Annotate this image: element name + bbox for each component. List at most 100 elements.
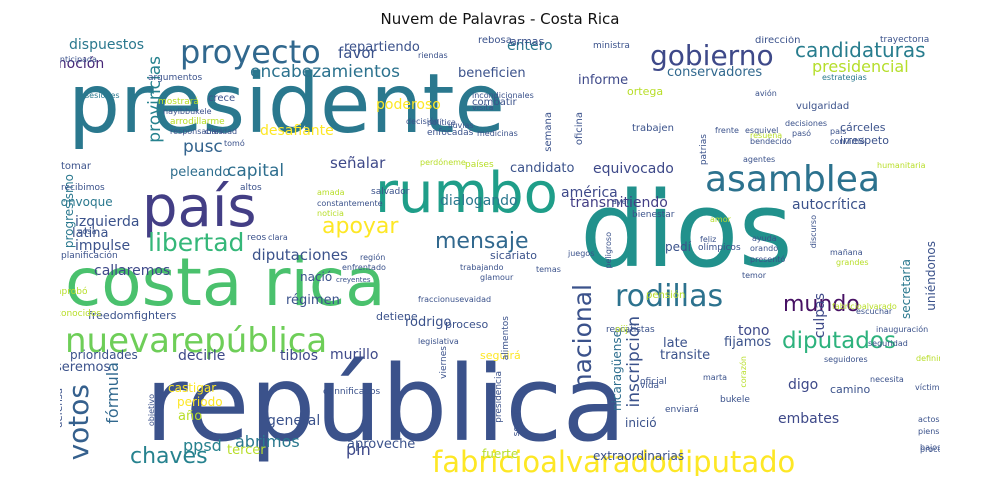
- word-proceso: proceso: [445, 318, 489, 331]
- word-argumentos: argumentos: [148, 73, 203, 83]
- word-temor: temor: [742, 271, 767, 280]
- word-presento: presentó: [750, 255, 786, 264]
- word-altos: altos: [240, 183, 262, 193]
- word-fabricioalvarado: fabricioalvarado: [832, 302, 897, 311]
- word-paso: pasó: [792, 129, 812, 138]
- word-trayectoria: trayectoria: [880, 36, 930, 45]
- word-embates: embates: [778, 411, 840, 427]
- word-tomo: tomó: [224, 139, 245, 148]
- word-chaves: chaves: [130, 444, 208, 469]
- word-fijamos: fijamos: [724, 335, 772, 350]
- word-libertad: libertad: [148, 228, 245, 257]
- word-votos: votos: [62, 384, 95, 461]
- word-corazon: corazón: [739, 356, 748, 388]
- word-latina: latina: [72, 226, 109, 241]
- word-oficina: oficina: [574, 112, 585, 146]
- word-vulgaridad: vulgaridad: [796, 101, 850, 112]
- word-presidencial: presidencial: [812, 57, 909, 76]
- word-detiene: detiene: [376, 310, 418, 323]
- word-necesita: necesita: [870, 375, 904, 384]
- word-freedomfighters: freedomfighters: [88, 309, 177, 322]
- word-convoque: convoque: [60, 195, 113, 209]
- word-equivocado: equivocado: [593, 161, 674, 177]
- word-amada: amada: [317, 188, 345, 197]
- word-inauguracion: inauguración: [876, 325, 929, 334]
- word-constantemente: constantemente: [317, 199, 383, 208]
- word-juegos: juegos: [568, 249, 595, 258]
- word-seguridad: seguridad: [868, 339, 908, 348]
- word-objetivo: objetivo: [147, 394, 156, 427]
- word-secretaria: secretaría: [899, 259, 913, 319]
- word-escuchar: escuchar: [856, 307, 893, 316]
- word-late: late: [663, 336, 688, 351]
- word-pln: pln: [346, 440, 371, 459]
- word-rodrigo: rodrigo: [405, 315, 452, 330]
- word-claridad: claridad: [205, 127, 238, 136]
- word-digo: digo: [788, 377, 819, 393]
- word-candidato: candidato: [510, 161, 575, 176]
- word-tibios: tibios: [280, 348, 319, 364]
- word-repartiendo: repartiendo: [344, 40, 420, 55]
- word-culpas: culpas: [812, 293, 828, 339]
- chart-title: Nuvem de Palavras - Costa Rica: [380, 10, 620, 28]
- word-recibimos: recibimos: [61, 183, 105, 193]
- word-izquierda: izquierda: [75, 214, 140, 230]
- word-semana: semana: [543, 112, 554, 152]
- word-marta: marta: [703, 373, 728, 382]
- word-autocritica: autocrítica: [792, 197, 867, 213]
- word-salvador: salvador: [371, 187, 410, 197]
- word-feliz: feliz: [700, 235, 717, 244]
- word-rescatistas: rescatistas: [606, 325, 655, 335]
- word-pedi: pedí: [665, 240, 691, 254]
- word-tercer: tercer: [227, 443, 266, 458]
- word-callaremos: callaremos: [94, 263, 171, 279]
- word-pusc: pusc: [183, 137, 223, 157]
- word-pension: pensión: [646, 290, 686, 301]
- word-pienso: pienso: [918, 427, 940, 436]
- word-definimos: definimos: [916, 354, 940, 363]
- word-poderoso: poderoso: [376, 97, 441, 113]
- word-ministra: ministra: [593, 41, 630, 51]
- word-temas: temas: [536, 265, 561, 274]
- word-diputaciones: diputaciones: [252, 246, 348, 264]
- word-murillo: murillo: [330, 347, 379, 363]
- word-decision: decisión: [406, 117, 439, 126]
- word-creyentes: creyentes: [336, 276, 371, 284]
- word-inicio: inició: [625, 416, 657, 430]
- word-uniendonos: uniéndonos: [924, 241, 938, 311]
- word-convirtio: convirtió: [830, 137, 865, 146]
- word-entero: entero: [507, 38, 553, 54]
- word-esquivel: esquivel: [745, 126, 779, 135]
- word-presidente: presidente: [68, 57, 505, 152]
- word-defensa: defensa: [60, 388, 65, 428]
- word-vida: vida: [640, 381, 660, 391]
- word-sesiones: sesiones: [85, 91, 120, 100]
- word-grandes: grandes: [836, 258, 869, 267]
- word-pais: país: [830, 127, 847, 136]
- word-manana: mañana: [830, 248, 863, 257]
- word-medicinas: medicinas: [477, 129, 518, 138]
- word-aproveche: aproveché: [347, 437, 416, 452]
- word-sicariato: sicariato: [490, 249, 537, 262]
- word-dios: dios: [580, 169, 793, 291]
- word-senalar: señalar: [330, 154, 386, 172]
- word-mostrara: mostrará: [158, 97, 199, 107]
- word-abrimos: abrimos: [235, 432, 300, 451]
- word-irrespeto: irrespeto: [840, 134, 889, 147]
- word-arrodillarme: arrodillarme: [170, 117, 225, 127]
- word-estrategias: estrategias: [822, 73, 867, 82]
- word-lluvias: lluvias: [448, 121, 474, 130]
- word-extraordinarias: extraordinarias: [593, 449, 685, 463]
- word-carceles: cárceles: [840, 121, 886, 134]
- word-mocion: moción: [60, 56, 105, 72]
- word-decisiones: decisiones: [785, 119, 828, 128]
- word-presidencia: presidencia: [494, 371, 504, 423]
- word-frente: frente: [715, 126, 739, 135]
- word-ayuda: ayuda: [752, 234, 777, 243]
- word-procurar: procurar: [920, 445, 940, 454]
- word-humanitaria: humanitaria: [877, 161, 926, 170]
- word-olimpicos: olímpicos: [698, 243, 741, 253]
- word-clara: clara: [268, 233, 288, 242]
- word-fabricioalvaradodiputado: fabricioalvaradodiputado: [432, 445, 796, 477]
- word-ayer: ayer: [612, 197, 630, 206]
